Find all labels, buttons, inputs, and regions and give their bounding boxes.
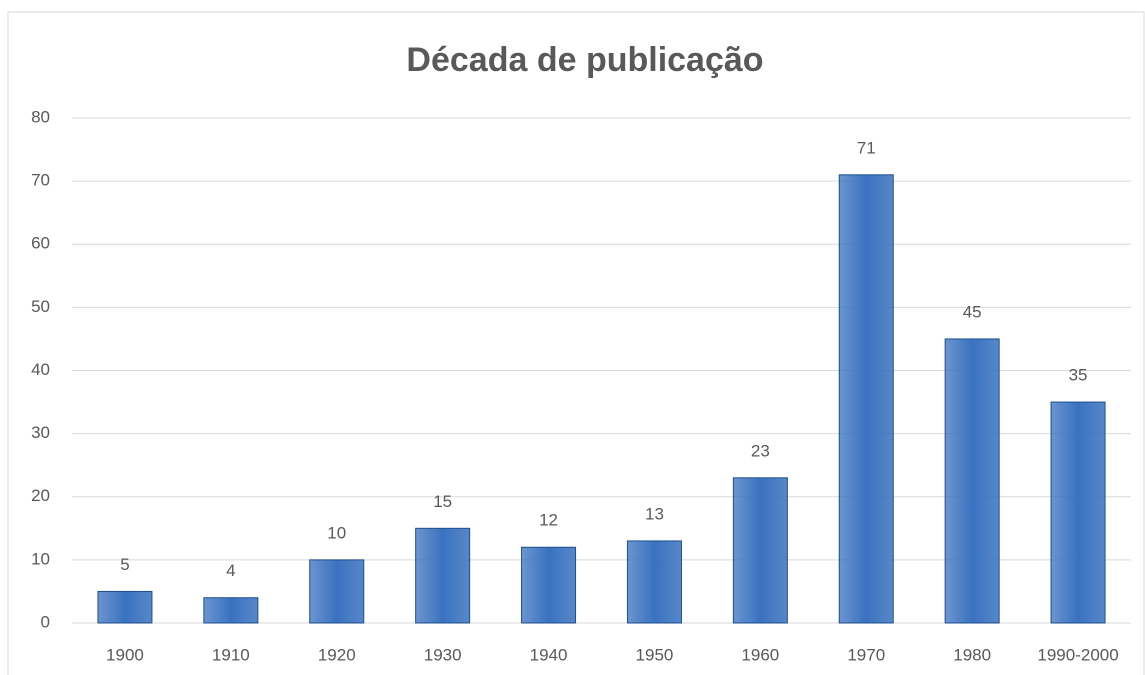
- x-tick-label: 1930: [424, 645, 462, 664]
- bar: [732, 477, 788, 624]
- data-label: 5: [120, 555, 129, 574]
- x-tick-label: 1970: [847, 645, 885, 664]
- data-label: 10: [327, 523, 346, 542]
- bar: [521, 546, 577, 624]
- bar: [626, 540, 682, 624]
- x-tick-label: 1990-2000: [1037, 645, 1118, 664]
- x-tick-label: 1960: [741, 645, 779, 664]
- x-tick-label: 1910: [212, 645, 250, 664]
- data-label: 13: [645, 504, 664, 523]
- x-tick-label: 1980: [953, 645, 991, 664]
- x-tick-label: 1900: [106, 645, 144, 664]
- y-tick-label: 40: [31, 360, 50, 379]
- y-tick-label: 0: [41, 612, 50, 631]
- chart-title: Década de publicação: [406, 41, 763, 79]
- data-label: 12: [539, 511, 558, 530]
- y-tick-label: 20: [31, 486, 50, 505]
- data-label: 35: [1069, 366, 1088, 385]
- bar: [944, 338, 1000, 624]
- data-label: 71: [857, 138, 876, 157]
- x-tick-label: 1950: [636, 645, 674, 664]
- x-tick-label: 1920: [318, 645, 356, 664]
- x-tick-label: 1940: [530, 645, 568, 664]
- bar: [838, 174, 894, 624]
- data-label: 45: [963, 302, 982, 321]
- data-label: 15: [433, 492, 452, 511]
- bar: [1050, 401, 1106, 624]
- chart-border: [7, 11, 1145, 675]
- bar: [415, 527, 471, 624]
- data-label: 23: [751, 441, 770, 460]
- y-tick-label: 30: [31, 423, 50, 442]
- bar: [309, 559, 365, 624]
- y-tick-label: 50: [31, 297, 50, 316]
- y-tick-label: 10: [31, 549, 50, 568]
- bar: [97, 590, 153, 624]
- y-tick-label: 70: [31, 171, 50, 190]
- y-tick-label: 60: [31, 234, 50, 253]
- data-label: 4: [226, 561, 235, 580]
- y-tick-label: 80: [31, 107, 50, 126]
- bar: [203, 597, 259, 624]
